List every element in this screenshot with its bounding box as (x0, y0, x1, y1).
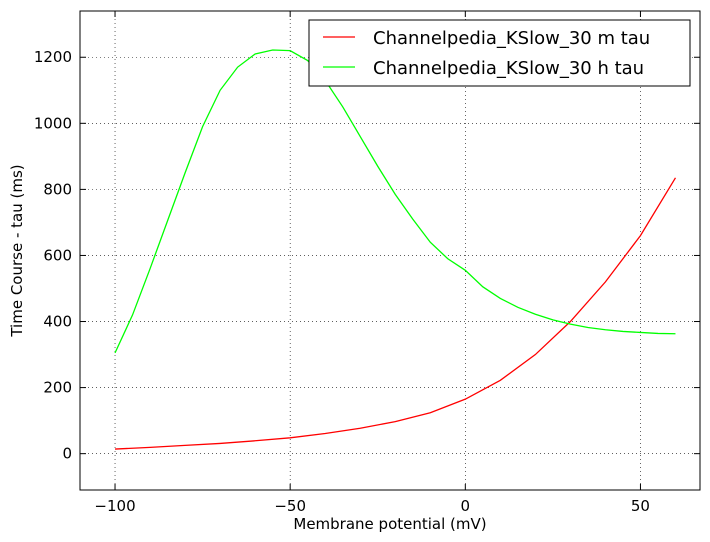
legend-entry-2: Channelpedia_KSlow_30 h tau (373, 58, 644, 79)
x-axis-label: Membrane potential (mV) (293, 515, 486, 533)
legend-box (308, 19, 691, 87)
y-tick-label: 800 (43, 180, 72, 198)
y-tick-label: 200 (43, 379, 72, 397)
y-tick-label: 1000 (34, 114, 72, 132)
x-tick-label: 50 (631, 497, 650, 515)
y-axis-label: Time Course - tau (ms) (8, 164, 26, 337)
x-tick-label: −100 (94, 497, 135, 515)
plot-area-frame (79, 10, 701, 491)
y-tick-label: 0 (62, 445, 72, 463)
legend-entry-1: Channelpedia_KSlow_30 m tau (373, 28, 650, 49)
x-tick-label: −50 (274, 497, 306, 515)
y-tick-label: 400 (43, 313, 72, 331)
axis-ticks: −100 −50 0 50 0 200 400 600 800 1000 1200 (34, 11, 700, 515)
y-tick-label: 1200 (34, 48, 72, 66)
series-line-1 (114, 177, 677, 450)
legend: Channelpedia_KSlow_30 m tau Channelpedia_… (308, 19, 691, 87)
y-tick-label: 600 (43, 246, 72, 264)
x-tick-label: 0 (461, 497, 471, 515)
series-line-2 (114, 49, 676, 354)
series-lines (114, 49, 677, 450)
